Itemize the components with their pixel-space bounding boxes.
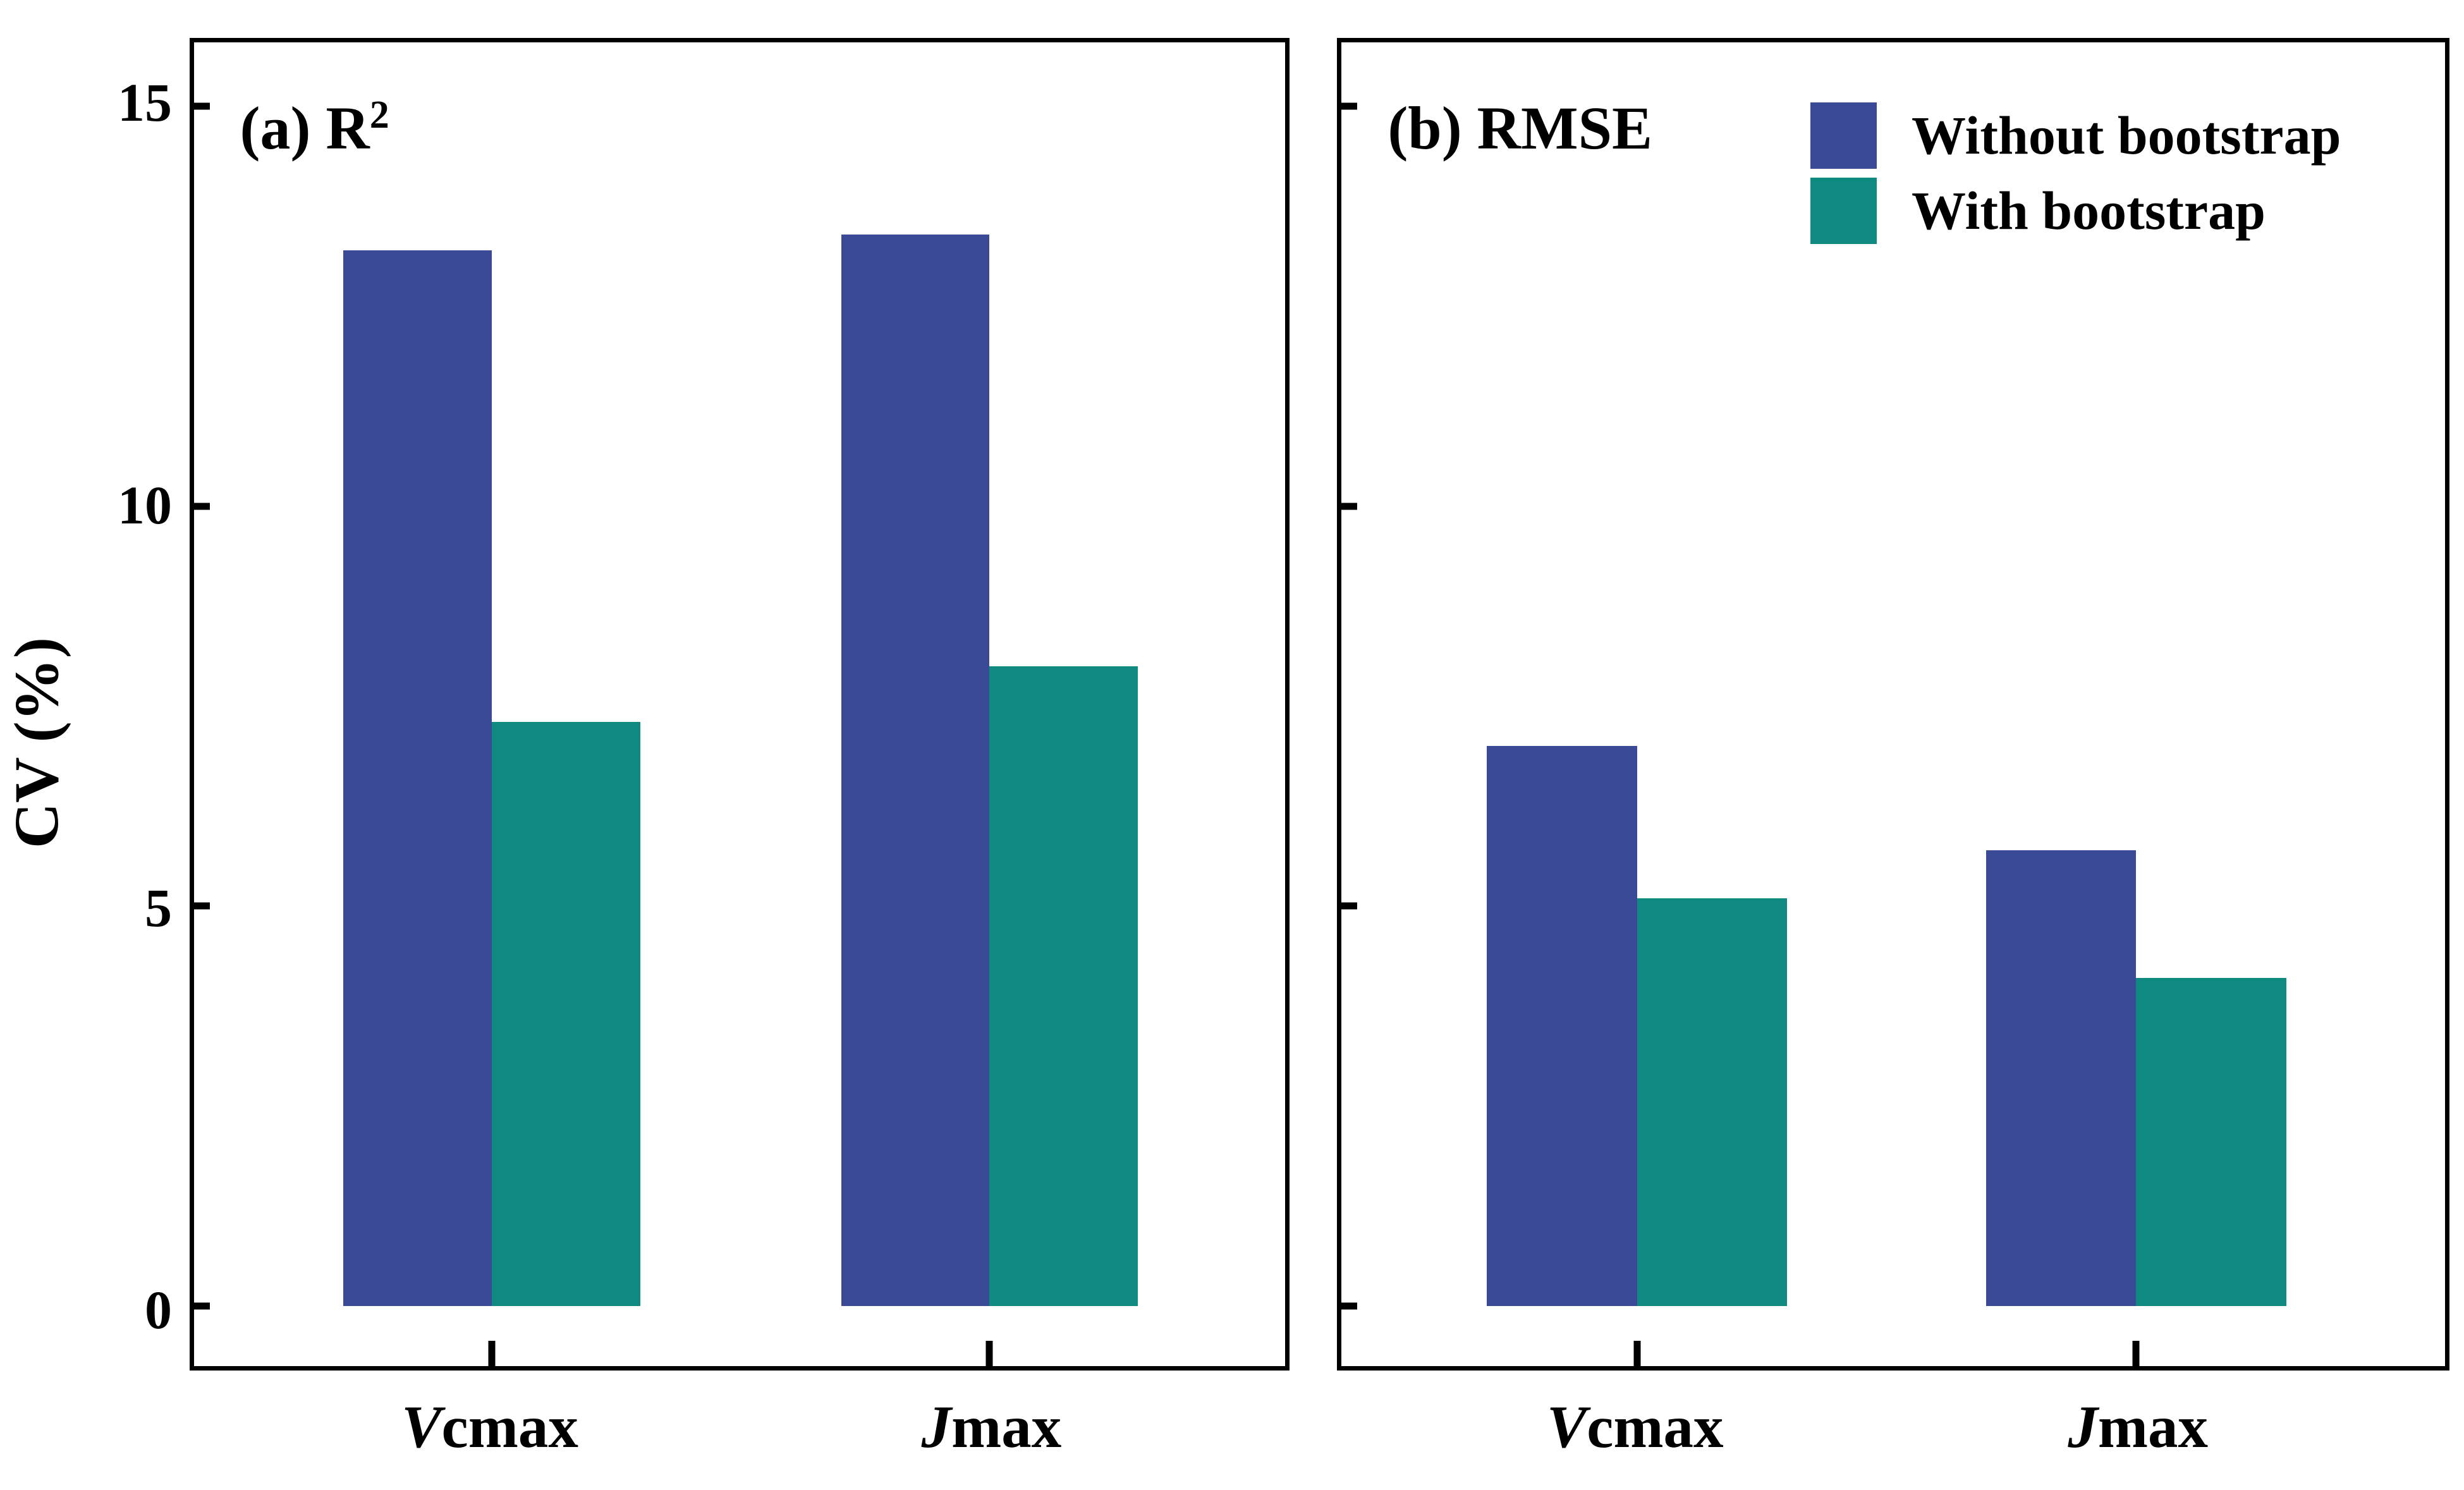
legend-swatch-with-bootstrap xyxy=(1810,178,1877,244)
bar-b-vcmax-with-bootstrap xyxy=(1637,898,1788,1307)
y-axis-tick-15-panel-b xyxy=(1341,102,1357,110)
panel-a-title-text: (a) R xyxy=(240,94,370,162)
y-axis-tick-10-panel-a xyxy=(194,503,210,510)
panel-a-title-superscript: 2 xyxy=(369,94,389,137)
legend-label-with-bootstrap: With bootstrap xyxy=(1912,180,2266,241)
x-category-label-italic-part: V xyxy=(1546,1393,1587,1460)
y-axis-tick-15-panel-a xyxy=(194,102,210,110)
y-tick-label-5: 5 xyxy=(145,877,172,938)
x-axis-tick-jmax-panel-b xyxy=(2132,1341,2140,1366)
bar-b-jmax-without-bootstrap xyxy=(1985,850,2137,1307)
legend: Without bootstrap With bootstrap xyxy=(1810,102,2341,244)
legend-item-with-bootstrap: With bootstrap xyxy=(1810,178,2341,244)
bar-b-jmax-with-bootstrap xyxy=(2136,978,2286,1307)
panel-a: (a) R2 xyxy=(190,38,1290,1371)
x-axis-tick-vcmax-panel-b xyxy=(1633,1341,1641,1366)
y-tick-label-0: 0 xyxy=(145,1279,172,1341)
x-category-label-jmax-panel-a: Jmax xyxy=(707,1397,1276,1457)
x-category-label-rest-part: cmax xyxy=(441,1393,578,1460)
bar-a-jmax-with-bootstrap xyxy=(989,666,1138,1307)
legend-swatch-without-bootstrap xyxy=(1810,102,1877,169)
x-category-label-rest-part: max xyxy=(951,1393,1062,1460)
y-axis-tick-0-panel-a xyxy=(194,1302,210,1310)
y-tick-label-15: 15 xyxy=(118,71,172,133)
panel-b-title: (b) RMSE xyxy=(1388,98,1652,159)
legend-label-without-bootstrap: Without bootstrap xyxy=(1912,105,2341,166)
y-axis-tick-0-panel-b xyxy=(1341,1302,1357,1310)
x-category-label-rest-part: max xyxy=(2097,1393,2208,1460)
panel-b-title-text: (b) RMSE xyxy=(1388,94,1653,162)
bar-a-jmax-without-bootstrap xyxy=(841,234,990,1307)
x-category-label-italic-part: J xyxy=(2068,1393,2098,1460)
x-category-label-rest-part: cmax xyxy=(1587,1393,1724,1460)
x-axis-tick-vcmax-panel-a xyxy=(488,1341,496,1366)
y-axis-tick-5-panel-b xyxy=(1341,902,1357,910)
x-category-label-italic-part: J xyxy=(921,1393,952,1460)
x-category-label-vcmax-panel-a: Vcmax xyxy=(205,1397,774,1457)
bar-b-vcmax-without-bootstrap xyxy=(1487,746,1637,1307)
y-axis-tick-5-panel-a xyxy=(194,902,210,910)
y-axis-title: CV (%) xyxy=(1,637,71,849)
bar-a-vcmax-with-bootstrap xyxy=(492,722,640,1307)
legend-item-without-bootstrap: Without bootstrap xyxy=(1810,102,2341,169)
bar-a-vcmax-without-bootstrap xyxy=(343,250,492,1307)
panel-b: (b) RMSE Without bootstrap With bootstra… xyxy=(1337,38,2449,1371)
y-tick-label-10: 10 xyxy=(118,474,172,535)
x-axis-tick-jmax-panel-a xyxy=(985,1341,993,1366)
y-axis-tick-10-panel-b xyxy=(1341,503,1357,510)
x-category-label-vcmax-panel-b: Vcmax xyxy=(1351,1397,1920,1457)
panel-a-title: (a) R2 xyxy=(240,95,389,159)
x-category-label-jmax-panel-b: Jmax xyxy=(1853,1397,2422,1457)
x-category-label-italic-part: V xyxy=(401,1393,442,1460)
